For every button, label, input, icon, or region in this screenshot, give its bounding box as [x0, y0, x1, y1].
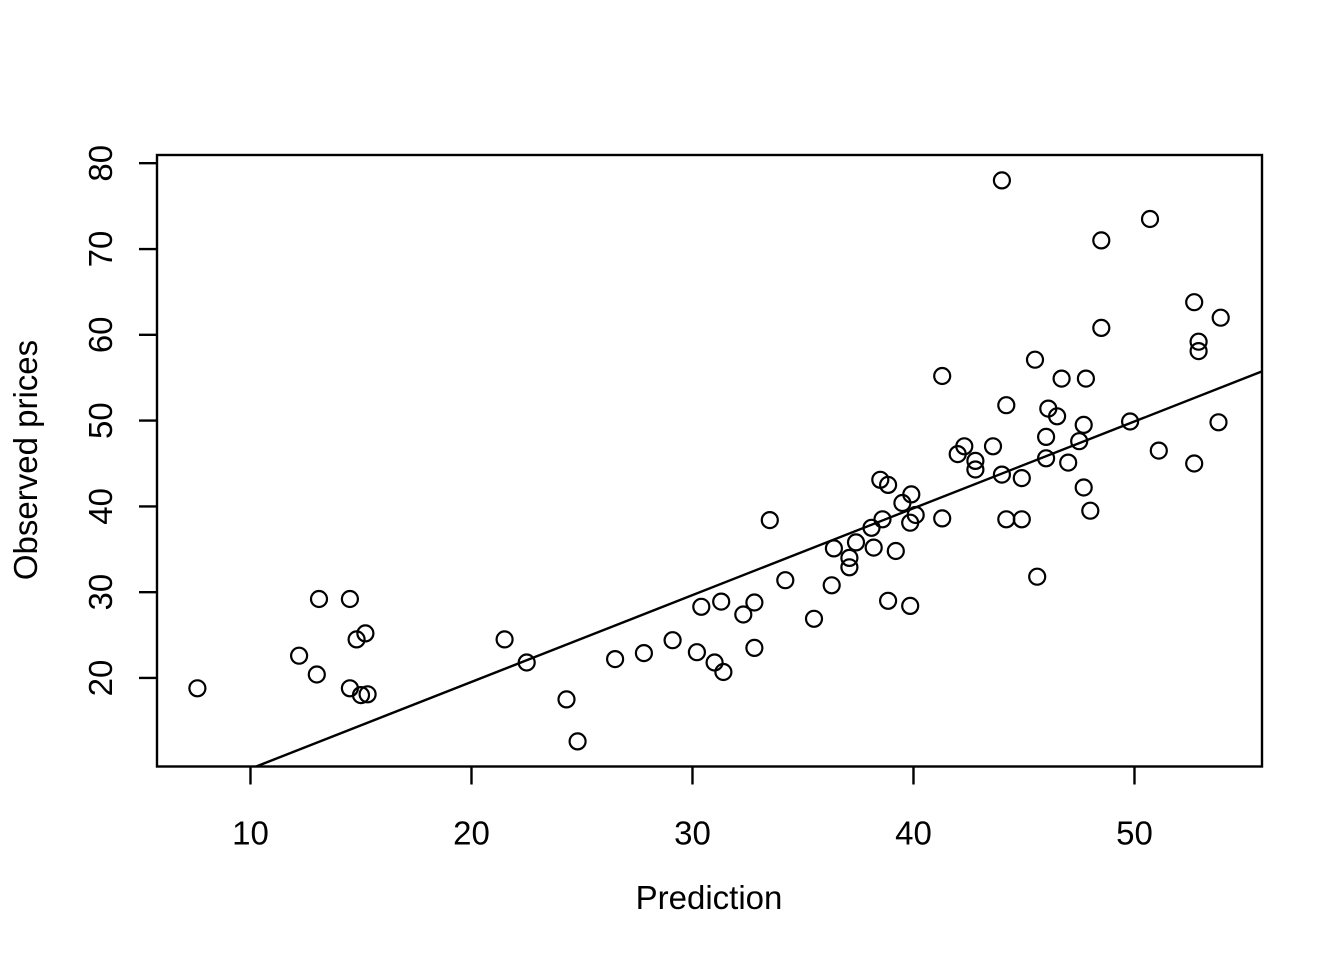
- data-point: [873, 510, 892, 529]
- data-point: [1036, 449, 1056, 468]
- y-axis-title: Observed prices: [7, 340, 44, 580]
- data-point: [893, 493, 912, 513]
- data-point: [992, 171, 1012, 190]
- data-point: [634, 643, 654, 663]
- data-point: [840, 558, 859, 577]
- data-point: [840, 548, 859, 568]
- data-point: [517, 653, 536, 672]
- data-point: [1081, 501, 1100, 520]
- data-point: [1092, 231, 1111, 250]
- y-tick-label: 40: [82, 488, 119, 525]
- data-point: [1149, 441, 1168, 460]
- data-point: [997, 396, 1016, 415]
- data-point: [948, 445, 967, 464]
- data-point: [886, 541, 905, 561]
- data-point: [557, 690, 576, 709]
- data-point: [351, 685, 371, 705]
- data-point: [1189, 332, 1208, 351]
- data-point: [705, 653, 724, 672]
- data-point: [1189, 342, 1208, 361]
- data-point: [966, 451, 985, 470]
- data-point: [1070, 432, 1089, 451]
- y-tick-label: 30: [82, 574, 119, 611]
- data-point: [307, 665, 326, 684]
- x-tick-label: 40: [895, 815, 932, 852]
- data-point: [290, 646, 309, 665]
- data-point: [495, 630, 514, 649]
- data-point: [687, 643, 707, 662]
- data-point: [745, 593, 764, 612]
- x-tick-label: 10: [232, 815, 269, 852]
- plot-box: [155, 153, 1264, 768]
- data-point: [358, 685, 377, 704]
- data-point: [1092, 318, 1111, 337]
- y-tick-label: 70: [82, 231, 119, 268]
- data-point: [1209, 413, 1228, 432]
- x-tick-label: 20: [453, 815, 490, 852]
- data-point: [356, 624, 375, 643]
- y-tick-label: 60: [82, 316, 119, 353]
- data-point: [901, 513, 920, 532]
- data-point: [804, 609, 824, 628]
- data-point: [1059, 453, 1078, 472]
- data-point: [1028, 567, 1047, 586]
- data-point: [1012, 510, 1031, 529]
- data-point: [822, 576, 841, 595]
- data-point: [692, 597, 711, 616]
- data-point: [983, 437, 1003, 456]
- data-point: [1012, 469, 1031, 488]
- y-tick-label: 20: [82, 660, 119, 697]
- data-point: [568, 732, 587, 751]
- data-point: [1074, 478, 1093, 497]
- data-point: [1185, 293, 1204, 312]
- y-tick-label: 50: [82, 402, 119, 439]
- x-axis-title: Prediction: [636, 879, 783, 916]
- data-point: [1074, 415, 1093, 434]
- data-point: [824, 539, 844, 558]
- data-point: [1025, 350, 1045, 369]
- data-point: [734, 605, 753, 624]
- data-point: [997, 510, 1016, 529]
- y-tick-label: 80: [82, 145, 119, 182]
- reference-line: [255, 370, 1263, 768]
- data-point: [1120, 412, 1140, 431]
- data-point: [663, 631, 682, 650]
- data-point: [605, 649, 625, 669]
- data-point: [902, 485, 921, 504]
- data-point: [745, 638, 764, 658]
- data-point: [1140, 209, 1160, 229]
- data-point: [966, 460, 985, 479]
- data-point: [1036, 427, 1056, 446]
- data-point: [309, 589, 329, 609]
- plot-generated-content: 10 20 30 40 50 20 30 40 50 60 70 80: [82, 145, 1264, 852]
- data-point: [1047, 407, 1067, 426]
- data-point: [933, 509, 952, 528]
- data-point: [340, 589, 359, 609]
- data-point: [760, 510, 779, 530]
- data-point: [714, 662, 733, 682]
- data-point: [901, 596, 920, 616]
- data-point: [776, 571, 795, 590]
- data-point: [933, 366, 952, 386]
- x-tick-label: 50: [1116, 815, 1153, 852]
- data-point: [712, 592, 731, 611]
- data-point: [864, 538, 883, 557]
- data-point: [846, 533, 866, 552]
- data-point: [1185, 454, 1204, 473]
- data-point: [878, 475, 898, 494]
- data-point: [1211, 308, 1230, 327]
- data-point: [878, 591, 898, 610]
- data-point: [1076, 369, 1096, 388]
- data-point: [1052, 369, 1071, 388]
- data-point: [992, 465, 1012, 484]
- data-point: [188, 679, 207, 698]
- x-tick-label: 30: [674, 815, 711, 852]
